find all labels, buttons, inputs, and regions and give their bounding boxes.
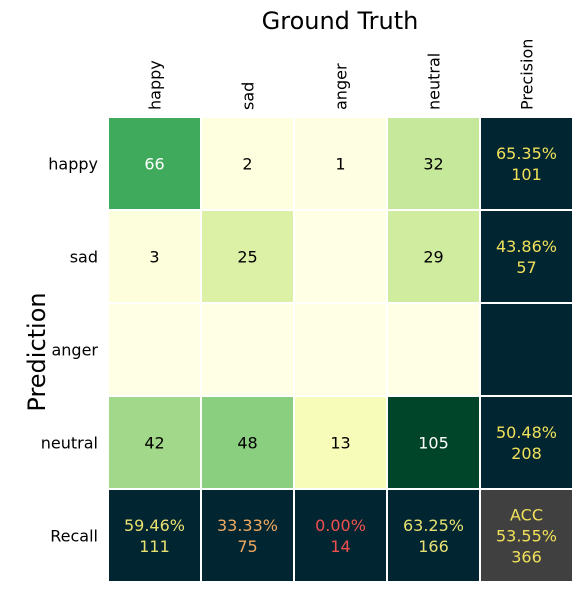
matrix-cell	[200, 209, 295, 304]
x-tick-label: sad	[239, 82, 258, 110]
accuracy-cell-label: 53.55%	[496, 527, 557, 546]
accuracy-cell	[479, 488, 574, 583]
recall-cell-label: 14	[330, 537, 350, 556]
heatmap-cells: 66 2 1 32 3 25 29 42 48 13 105 65.35% 101 43.86% 57 50.…	[107, 116, 574, 583]
matrix-cell-label: 1	[335, 155, 345, 174]
chart-title: Ground Truth	[262, 7, 419, 35]
x-tick-label: neutral	[425, 53, 444, 110]
matrix-cell	[107, 302, 202, 397]
matrix-cell-label: 13	[330, 434, 350, 453]
matrix-cell-label: 2	[242, 155, 252, 174]
precision-cell-label: 50.48%	[496, 423, 557, 442]
y-tick-label: happy	[48, 155, 98, 174]
accuracy-cell-label: 366	[511, 548, 542, 567]
precision-cell-label: 57	[516, 258, 536, 277]
matrix-cell-label: 42	[144, 434, 164, 453]
matrix-cell	[293, 395, 388, 490]
matrix-cell	[107, 395, 202, 490]
matrix-cell-label: 32	[423, 155, 443, 174]
recall-cell	[386, 488, 481, 583]
precision-cell	[479, 302, 574, 397]
matrix-cell	[293, 302, 388, 397]
matrix-cell	[293, 116, 388, 211]
precision-cell-label: 43.86%	[496, 237, 557, 256]
matrix-cell-label: 29	[423, 248, 443, 267]
matrix-cell	[200, 116, 295, 211]
x-tick-labels: happy sad anger neutral Precision	[146, 39, 537, 110]
precision-cell	[479, 116, 574, 211]
matrix-cell	[200, 302, 295, 397]
recall-cell	[293, 488, 388, 583]
recall-cell-label: 166	[418, 537, 449, 556]
recall-cell-label: 33.33%	[217, 516, 278, 535]
x-tick-label: happy	[146, 60, 165, 110]
recall-cell	[107, 488, 202, 583]
recall-cell-label: 59.46%	[124, 516, 185, 535]
y-tick-labels: happy sad anger neutral Recall	[41, 155, 99, 546]
precision-cell-label: 101	[511, 165, 542, 184]
matrix-cell-label: 25	[237, 248, 257, 267]
y-tick-label: neutral	[41, 434, 98, 453]
recall-cell-label: 0.00%	[315, 516, 366, 535]
matrix-cell	[386, 302, 481, 397]
matrix-cell	[293, 209, 388, 304]
matrix-cell-label: 48	[237, 434, 257, 453]
recall-cell	[200, 488, 295, 583]
y-axis-title: Prediction	[23, 292, 51, 411]
recall-cell-label: 63.25%	[403, 516, 464, 535]
matrix-cell	[107, 116, 202, 211]
x-tick-label: Precision	[518, 39, 537, 110]
matrix-cell-label: 3	[149, 248, 159, 267]
matrix-cell-label: 105	[418, 434, 449, 453]
accuracy-cell-label: ACC	[510, 506, 543, 525]
y-tick-label: Recall	[50, 527, 98, 546]
y-tick-label: sad	[70, 248, 98, 267]
precision-cell-label: 208	[511, 444, 542, 463]
precision-cell	[479, 395, 574, 490]
precision-cell-label: 65.35%	[496, 144, 557, 163]
matrix-cell-label: 66	[144, 155, 164, 174]
y-tick-label: anger	[51, 341, 98, 360]
recall-cell-label: 75	[237, 537, 257, 556]
precision-cell	[479, 209, 574, 304]
recall-cell-label: 111	[139, 537, 170, 556]
x-tick-label: anger	[332, 63, 351, 110]
